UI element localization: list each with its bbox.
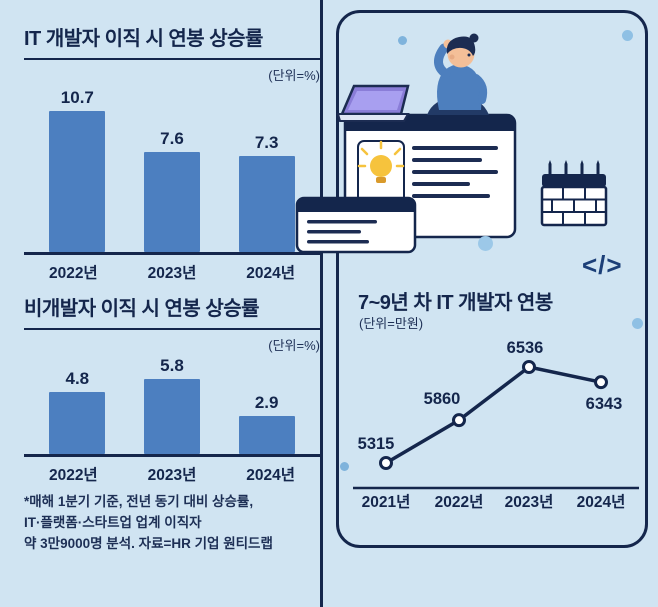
point-value-label: 6536 (507, 339, 544, 357)
x-axis-label: 2023년 (147, 265, 197, 282)
bar (238, 155, 295, 252)
bar (49, 110, 106, 252)
data-point (594, 375, 608, 390)
raised-arm (434, 43, 451, 79)
chart-title: 7~9년 차 IT 개발자 연봉 (358, 292, 553, 314)
x-axis-label: 2022년 (48, 265, 98, 282)
point-value-label: 6343 (586, 395, 623, 413)
x-axis-label: 2023년 (147, 467, 197, 484)
bar-column: 10.7 (49, 84, 106, 252)
source-footnote: *매해 1분기 기준, 전년 동기 대비 상승률, IT·플랫폼·스타트업 업계… (24, 492, 316, 555)
bar (49, 391, 106, 454)
vertical-divider (320, 0, 323, 607)
x-axis-labels: 2022년 2023년 2024년 (24, 457, 320, 485)
bar-chart-it-developers: IT 개발자 이직 시 연봉 상승률 (단위=%) 10.7 7.6 7.3 2… (24, 22, 320, 283)
bar-value-label: 7.3 (254, 132, 279, 152)
bar-column: 4.8 (49, 354, 106, 454)
bar-column: 7.6 (143, 84, 200, 252)
x-axis-label: 2021년 (362, 492, 411, 511)
x-axis-label: 2022년 (48, 467, 98, 484)
point-value-label: 5315 (358, 435, 395, 453)
data-point (452, 413, 466, 428)
line-chart: 5315 2021년 5860 2022년 6536 2023년 6343 2024년 (353, 339, 639, 511)
hair (446, 36, 476, 56)
x-axis-label: 2024년 (246, 265, 296, 282)
decorative-dot (398, 36, 407, 45)
x-axis-labels: 2022년 2023년 2024년 (24, 255, 320, 283)
footnote-line: IT·플랫폼·스타트업 업계 이직자 (24, 514, 202, 530)
calendar-icon (540, 160, 608, 227)
bar (143, 151, 200, 252)
bar-area: 4.8 5.8 2.9 (24, 354, 320, 457)
decorative-dot (478, 236, 493, 251)
line-series (385, 365, 602, 465)
bar-chart-non-developers: 비개발자 이직 시 연봉 상승률 (단위=%) 4.8 5.8 2.9 2022… (24, 292, 320, 485)
bar-column: 5.8 (143, 354, 200, 454)
unit-label: (단위=%) (268, 68, 320, 83)
chart-title: IT 개발자 이직 시 연봉 상승률 (24, 22, 320, 60)
bar-value-label: 7.6 (160, 128, 184, 148)
developer-illustration (295, 33, 517, 254)
bar-column: 7.3 (238, 84, 295, 252)
chart-title: 비개발자 이직 시 연봉 상승률 (24, 292, 320, 330)
footnote-line: 약 3만9000명 분석. 자료=HR 기업 원티드랩 (24, 535, 273, 551)
footnote-line: *매해 1분기 기준, 전년 동기 대비 상승률, (24, 494, 254, 509)
right-panel-border (336, 10, 648, 548)
bar-value-label: 10.7 (60, 87, 94, 107)
data-point (522, 360, 536, 374)
laptop-icon (336, 84, 410, 122)
bar-value-label: 5.8 (160, 355, 184, 375)
unit-label: (단위=만원) (359, 316, 424, 331)
lightbulb-icon (357, 140, 405, 208)
decorative-dot (632, 318, 643, 329)
bar (143, 378, 200, 454)
decorative-dot (340, 462, 349, 471)
bar-area: 10.7 7.6 7.3 (24, 84, 320, 255)
popup-window (295, 196, 417, 254)
point-value-label: 5860 (424, 390, 461, 408)
x-axis-label: 2024년 (246, 467, 296, 484)
decorative-dot (622, 30, 633, 41)
person-illustration (427, 33, 489, 115)
x-axis-label: 2024년 (577, 492, 626, 511)
bar-column: 2.9 (238, 354, 295, 454)
data-point (379, 456, 393, 470)
bar-value-label: 4.8 (65, 368, 90, 388)
bar-value-label: 2.9 (254, 393, 279, 413)
text-lines (412, 146, 498, 198)
x-axis-label: 2023년 (505, 492, 554, 511)
unit-label: (단위=%) (268, 338, 320, 353)
bar (238, 416, 295, 454)
x-axis-label: 2022년 (435, 492, 484, 511)
code-icon: </> (582, 250, 623, 280)
